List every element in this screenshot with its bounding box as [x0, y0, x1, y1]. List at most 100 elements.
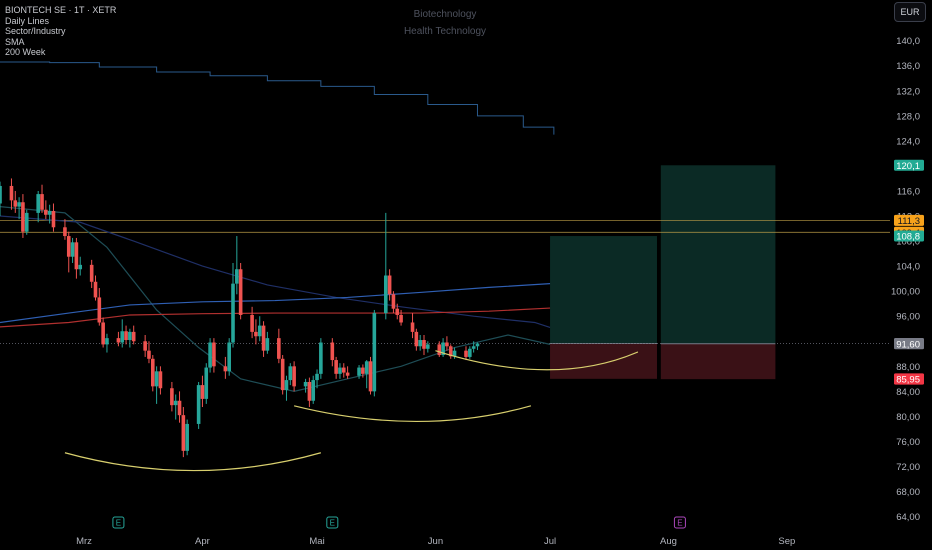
candle — [13, 190, 18, 213]
candle-body — [120, 331, 125, 343]
earnings-marker[interactable]: E — [673, 516, 686, 529]
candle-body — [315, 373, 319, 381]
candle — [185, 419, 189, 456]
candle — [154, 366, 159, 404]
candle — [319, 338, 323, 379]
earnings-marker-box — [326, 516, 339, 529]
candle — [97, 288, 102, 326]
candle — [150, 355, 155, 392]
candle — [143, 335, 147, 357]
candle — [181, 407, 186, 458]
y-tick-label: 140,0 — [896, 36, 920, 47]
candle — [391, 291, 396, 314]
candle — [364, 360, 369, 389]
candle — [361, 364, 365, 378]
candle-body — [471, 346, 476, 349]
position-stop-zone — [550, 343, 657, 379]
candle — [63, 219, 67, 240]
candle — [357, 365, 361, 379]
candle-body — [131, 331, 136, 342]
candle-body — [257, 325, 262, 337]
candle — [238, 262, 243, 320]
candle-body — [36, 194, 40, 213]
candle — [70, 237, 75, 263]
candle-body — [448, 346, 453, 357]
candle — [227, 338, 231, 376]
candle-body — [464, 350, 468, 357]
price-badge-bg — [894, 230, 924, 242]
candle — [231, 262, 235, 348]
candle-body — [173, 400, 178, 406]
candle — [235, 236, 239, 295]
candle-body — [17, 202, 21, 207]
position-target-zone — [550, 236, 657, 344]
earnings-marker[interactable]: E — [112, 516, 125, 529]
candle — [372, 309, 377, 397]
teal-ma-line — [0, 206, 551, 392]
price-badge-label: 111,3 — [898, 216, 920, 227]
candle — [0, 181, 2, 217]
rounding-bottom-curve — [435, 350, 639, 371]
candle — [173, 394, 178, 420]
candle-body — [426, 344, 430, 349]
price-badge: 91,60 — [894, 338, 924, 350]
candle — [17, 197, 21, 220]
currency-button[interactable]: EUR — [894, 2, 926, 22]
candle — [47, 204, 52, 224]
candle — [147, 341, 151, 364]
candle-body — [468, 348, 472, 357]
candle-body — [170, 388, 174, 406]
candle-body — [414, 331, 419, 347]
candle-body — [265, 338, 270, 351]
candle-body — [116, 338, 121, 343]
candle — [341, 363, 346, 378]
candle-body — [66, 236, 71, 257]
indicator-daily-lines[interactable]: Daily Lines — [5, 15, 50, 26]
y-tick-label: 116,0 — [897, 186, 920, 197]
candle-body — [147, 350, 151, 359]
candle — [338, 363, 342, 379]
price-badge: 120,1 — [894, 159, 924, 172]
symbol-title[interactable]: BIONTECH SE · 1T · XETR — [5, 5, 117, 15]
candle-body — [357, 367, 361, 376]
candle-body — [345, 372, 350, 376]
price-badge-label: 108,8 — [896, 232, 920, 243]
candle-body — [44, 209, 48, 215]
candle — [414, 328, 419, 351]
candle-body — [0, 185, 2, 204]
candle-body — [254, 331, 258, 337]
candle — [330, 338, 335, 367]
chart-legend: BIONTECH SE · 1T · XETR Daily Lines Sect… — [5, 5, 116, 58]
candle — [284, 375, 289, 401]
earnings-marker[interactable]: E — [326, 516, 339, 529]
y-tick-label: 80,00 — [896, 412, 920, 423]
candle-body — [311, 380, 316, 401]
indicator-200-week[interactable]: 200 Week — [5, 47, 46, 57]
candle — [426, 341, 430, 353]
earnings-marker-box — [673, 516, 686, 529]
navy-ma-line — [0, 215, 551, 329]
rounding-bottom-curve — [64, 452, 322, 472]
candle-body — [13, 200, 18, 207]
candle — [101, 317, 105, 348]
y-tick-label: 100,00 — [891, 287, 920, 298]
earnings-marker-label: E — [116, 519, 121, 528]
candle — [334, 356, 338, 379]
candle — [261, 321, 266, 357]
y-tick-label: 104,0 — [896, 262, 920, 273]
candle-body — [212, 342, 216, 367]
blue-ma-line — [0, 283, 551, 324]
position-target-zone — [660, 165, 776, 344]
y-tick-label: 72,00 — [896, 462, 920, 473]
y-tick-label: 128,0 — [896, 111, 920, 122]
candle — [265, 331, 270, 354]
x-tick-label: Jul — [544, 536, 556, 547]
candle — [196, 381, 201, 429]
y-tick-label: 84,00 — [896, 387, 920, 398]
indicator-sma[interactable]: SMA — [5, 36, 25, 47]
indicator-sector-industry[interactable]: Sector/Industry — [5, 26, 66, 36]
candle — [464, 346, 468, 361]
candle-body — [334, 360, 338, 374]
candle-body — [51, 211, 56, 228]
